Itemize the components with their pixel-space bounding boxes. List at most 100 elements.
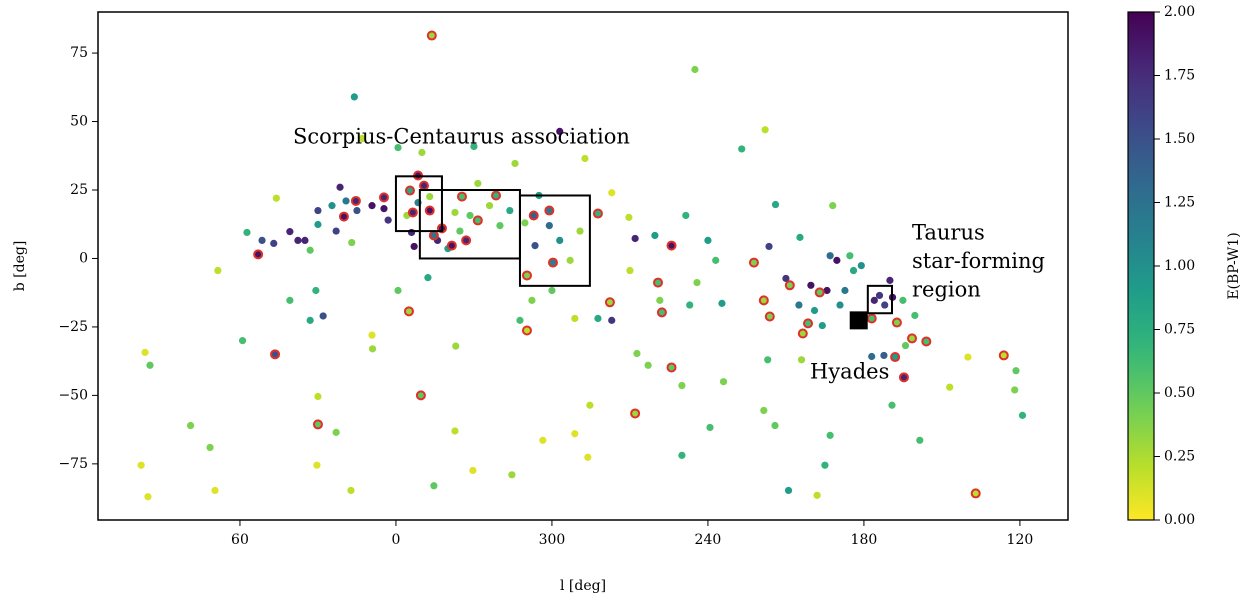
point — [350, 195, 361, 206]
colorbar-tick-label: 0.00 — [1164, 512, 1195, 528]
point — [211, 486, 219, 495]
y-tick-label: −50 — [58, 387, 88, 403]
point — [186, 421, 195, 430]
point — [306, 316, 314, 324]
point — [803, 318, 814, 329]
plot-frame — [97, 11, 1069, 521]
point — [594, 314, 602, 323]
annotation: Scorpius-Centaurus association — [293, 125, 630, 149]
point — [336, 183, 344, 191]
point — [841, 286, 849, 295]
point — [576, 227, 584, 235]
point — [771, 200, 780, 209]
y-tick-label: 0 — [79, 250, 88, 266]
point — [353, 206, 361, 215]
point — [761, 126, 769, 134]
point — [496, 222, 504, 230]
point — [1011, 386, 1019, 394]
point — [890, 352, 901, 363]
point — [916, 436, 924, 444]
point — [836, 301, 844, 309]
y-tick-label: 50 — [70, 114, 88, 130]
point — [319, 312, 327, 320]
annotation: Hyades — [810, 360, 889, 384]
point — [813, 491, 821, 499]
point — [797, 328, 808, 339]
point — [796, 233, 804, 241]
point — [586, 401, 594, 409]
point — [666, 362, 677, 373]
point — [358, 134, 366, 143]
point — [857, 261, 865, 270]
point — [571, 430, 579, 438]
annotation: star-forming — [912, 249, 1045, 273]
point — [823, 286, 831, 295]
point — [286, 296, 294, 304]
point — [306, 246, 314, 254]
x-tick-label: 240 — [695, 532, 722, 548]
point — [511, 159, 519, 168]
point — [451, 427, 459, 435]
point — [206, 443, 214, 452]
x-tick-label: 60 — [231, 532, 249, 548]
point — [656, 296, 664, 304]
point — [258, 236, 266, 244]
point — [380, 205, 388, 213]
point — [313, 461, 321, 469]
x-axis-label: l [deg] — [560, 578, 606, 594]
point — [368, 331, 376, 339]
point — [566, 256, 574, 264]
point — [470, 142, 478, 151]
point — [875, 291, 884, 300]
point — [784, 486, 793, 495]
point — [368, 345, 377, 353]
point — [539, 436, 547, 444]
point — [410, 242, 418, 251]
point — [946, 383, 954, 391]
point — [880, 351, 888, 360]
point — [818, 321, 826, 330]
point — [765, 242, 773, 251]
point — [1018, 411, 1027, 419]
point — [548, 286, 556, 295]
point — [521, 219, 529, 227]
point — [807, 281, 815, 289]
point — [810, 306, 819, 315]
point — [814, 287, 825, 298]
point — [521, 270, 532, 281]
point — [870, 296, 878, 304]
point — [270, 239, 278, 248]
x-tick-label: 0 — [391, 532, 400, 548]
y-tick-label: 25 — [70, 182, 88, 198]
y-tick-label: 75 — [70, 45, 88, 61]
point — [272, 194, 280, 202]
point — [881, 301, 889, 309]
point — [368, 202, 376, 210]
point — [424, 274, 432, 282]
point — [608, 316, 616, 324]
point — [556, 127, 564, 136]
colorbar-label: E(BP-W1) — [1226, 232, 1242, 299]
point — [312, 286, 320, 295]
point — [426, 192, 434, 201]
point — [506, 206, 514, 215]
colorbar-tick-label: 1.50 — [1164, 131, 1195, 147]
point — [446, 240, 457, 251]
point — [314, 392, 322, 401]
point — [407, 228, 416, 237]
point — [901, 341, 910, 350]
point — [748, 257, 759, 268]
point — [243, 228, 251, 237]
point — [528, 210, 539, 221]
point — [584, 453, 592, 461]
point — [911, 311, 919, 320]
region-box — [518, 194, 591, 287]
point — [516, 316, 524, 324]
point — [456, 191, 467, 202]
point — [314, 206, 322, 215]
point — [898, 372, 909, 383]
point — [891, 317, 902, 328]
point — [886, 276, 894, 284]
x-tick-label: 120 — [1007, 532, 1034, 548]
